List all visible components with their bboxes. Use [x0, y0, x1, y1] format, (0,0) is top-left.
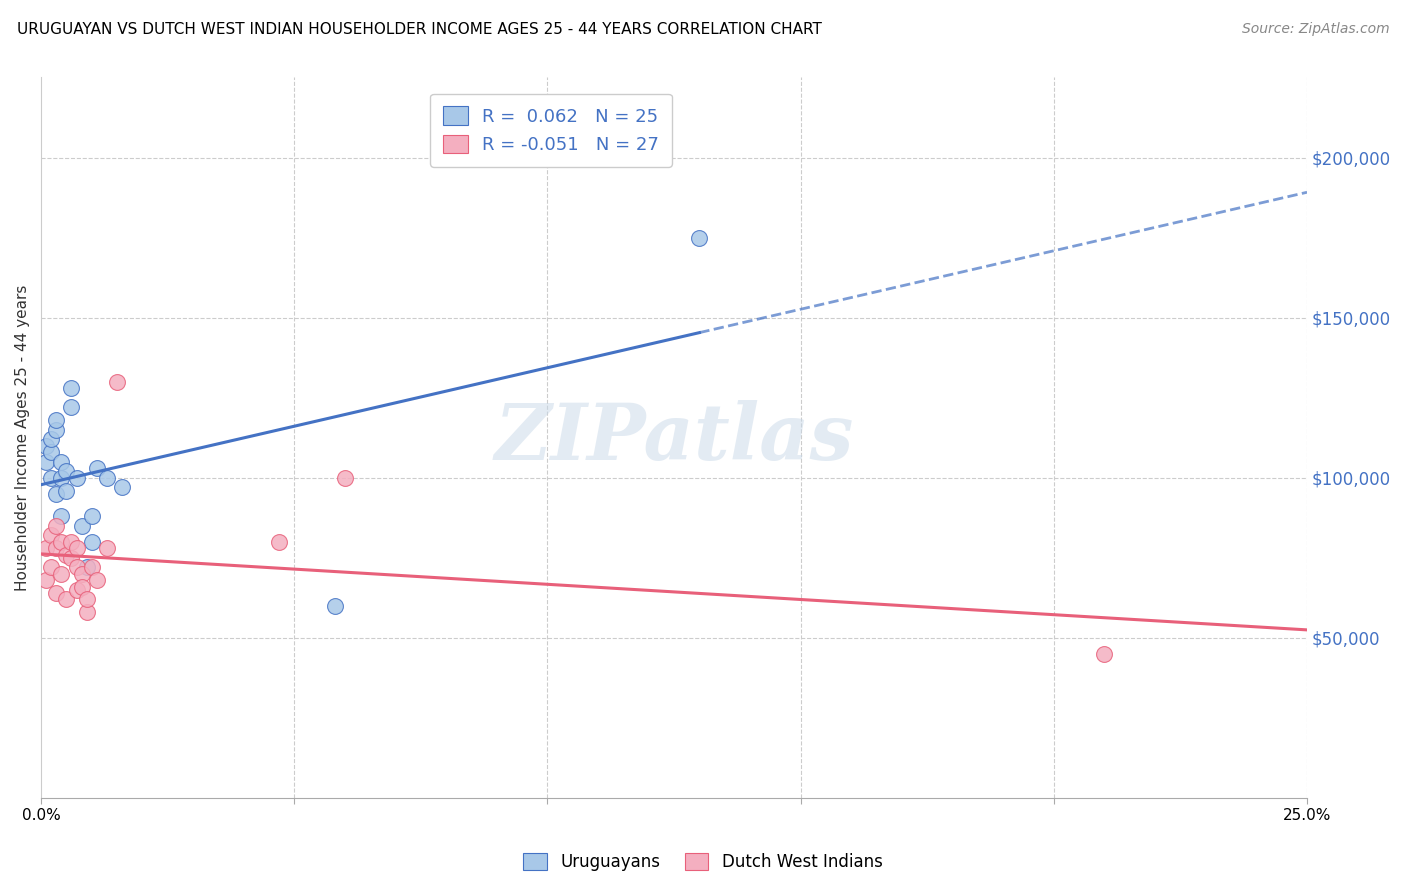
Point: [45, 413, 67, 427]
Point: [1094, 647, 1116, 661]
Point: [80, 509, 103, 524]
Point: [688, 230, 710, 244]
Point: [86, 574, 108, 588]
Point: [269, 534, 291, 549]
Point: [86, 461, 108, 475]
Point: [323, 599, 346, 613]
Point: [80, 560, 103, 574]
Point: [60, 381, 83, 395]
Point: [45, 541, 67, 556]
Point: [51, 471, 73, 485]
Point: [70, 518, 93, 533]
Point: [60, 534, 83, 549]
Point: [45, 586, 67, 600]
Point: [76, 560, 98, 574]
Legend: Uruguayans, Dutch West Indians: Uruguayans, Dutch West Indians: [515, 845, 891, 880]
Point: [39, 471, 62, 485]
Point: [51, 509, 73, 524]
Legend: R =  0.062   N = 25, R = -0.051   N = 27: R = 0.062 N = 25, R = -0.051 N = 27: [430, 94, 672, 167]
Point: [65, 560, 87, 574]
Point: [45, 518, 67, 533]
Point: [39, 445, 62, 459]
Point: [80, 534, 103, 549]
Text: Source: ZipAtlas.com: Source: ZipAtlas.com: [1241, 22, 1389, 37]
Point: [55, 592, 77, 607]
Point: [51, 534, 73, 549]
Y-axis label: Householder Income Ages 25 - 44 years: Householder Income Ages 25 - 44 years: [15, 285, 30, 591]
Point: [39, 528, 62, 542]
Point: [35, 541, 58, 556]
Point: [65, 471, 87, 485]
Point: [96, 471, 118, 485]
Point: [60, 550, 83, 565]
Point: [60, 401, 83, 415]
Point: [35, 574, 58, 588]
Point: [65, 582, 87, 597]
Point: [51, 455, 73, 469]
Point: [45, 423, 67, 437]
Point: [111, 480, 134, 494]
Point: [35, 455, 58, 469]
Point: [333, 471, 356, 485]
Point: [96, 541, 118, 556]
Point: [39, 433, 62, 447]
Point: [65, 541, 87, 556]
Point: [35, 439, 58, 453]
Text: URUGUAYAN VS DUTCH WEST INDIAN HOUSEHOLDER INCOME AGES 25 - 44 YEARS CORRELATION: URUGUAYAN VS DUTCH WEST INDIAN HOUSEHOLD…: [17, 22, 821, 37]
Point: [55, 483, 77, 498]
Point: [55, 464, 77, 478]
Point: [105, 375, 128, 389]
Point: [76, 592, 98, 607]
Point: [70, 580, 93, 594]
Point: [45, 487, 67, 501]
Point: [51, 566, 73, 581]
Point: [70, 566, 93, 581]
Point: [39, 560, 62, 574]
Point: [55, 548, 77, 562]
Point: [76, 605, 98, 619]
Text: ZIPatlas: ZIPatlas: [495, 400, 853, 476]
